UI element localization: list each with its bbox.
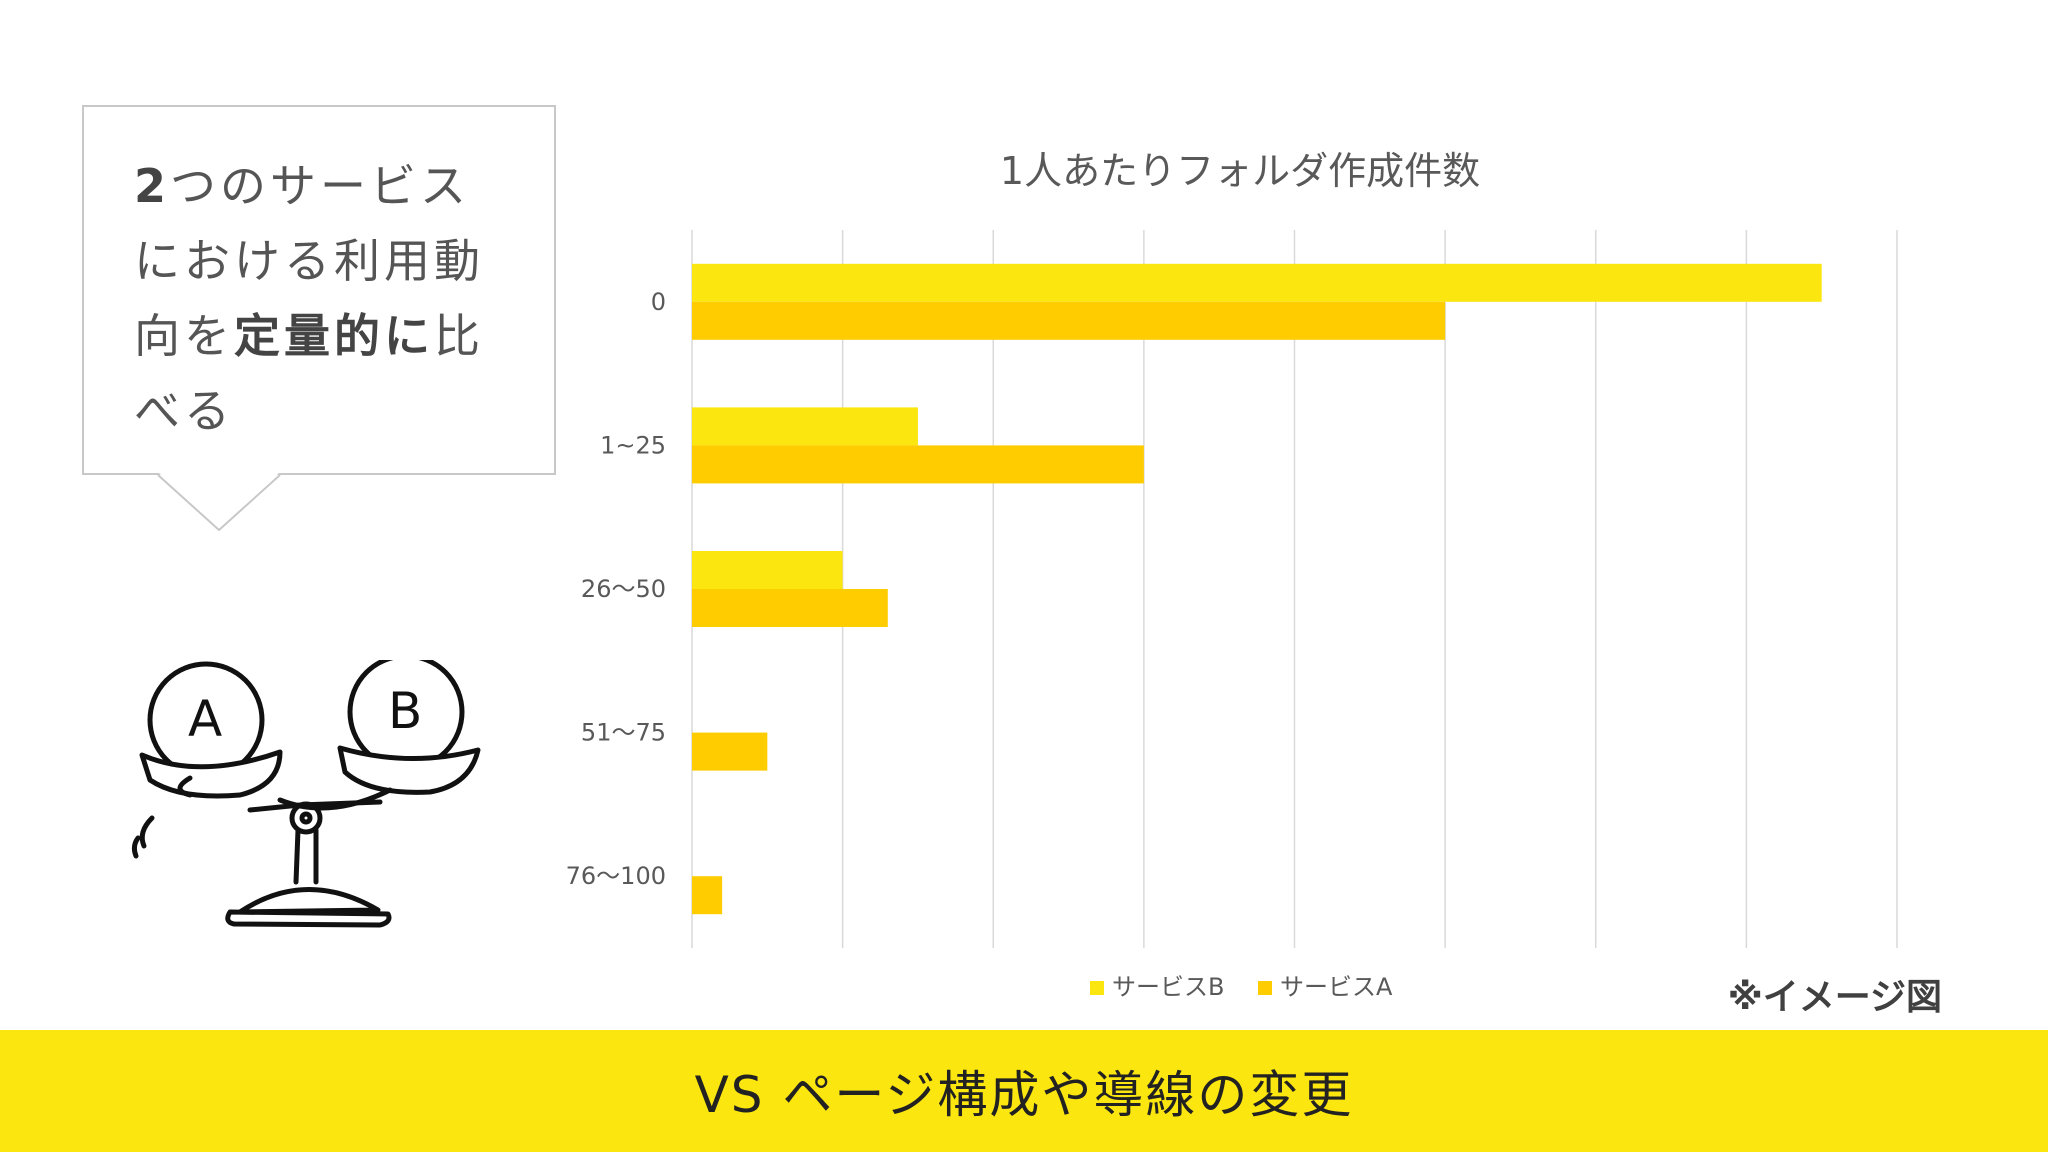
- callout-line3-bold: 定量的に: [234, 309, 434, 363]
- callout-text: 2つのサービス における利用動 向を定量的に比 べる: [134, 149, 518, 449]
- footer-text: VS ページ構成や導線の変更: [694, 1066, 1354, 1124]
- image-note: ※イメージ図: [1727, 977, 1942, 1018]
- chart-title: 1人あたりフォルダ作成件数: [999, 149, 1481, 193]
- callout-line3-a: 向を: [134, 309, 234, 363]
- category-label-2: 26〜50: [581, 575, 666, 603]
- bar-a-4: [692, 876, 723, 915]
- scale-labels: A B: [130, 660, 490, 940]
- callout-line3-b: 比: [434, 309, 484, 363]
- bar-b-2: [692, 551, 843, 589]
- callout-line4: べる: [134, 384, 234, 438]
- category-label-0: 0: [651, 288, 666, 316]
- bar-a-1: [692, 445, 1144, 484]
- callout-box: 2つのサービス における利用動 向を定量的に比 べる: [82, 105, 556, 475]
- callout-line2: における利用動: [134, 234, 484, 288]
- category-label-3: 51〜75: [581, 719, 666, 747]
- balance-scale-icon: [131, 660, 481, 928]
- bar-a-3: [692, 732, 768, 771]
- legend-label-1: サービスA: [1280, 973, 1393, 1001]
- category-label-1: 1~25: [600, 431, 666, 459]
- bar-chart: 0 1~25 26〜50 51〜75 76〜100 サービスB サービスA: [566, 230, 1898, 1001]
- legend-swatch-1: [1258, 981, 1272, 995]
- bar-a-2: [692, 589, 888, 627]
- scale-right-label: B: [388, 682, 423, 740]
- callout-tail: [157, 472, 281, 532]
- footer-banner: VS ページ構成や導線の変更: [0, 1030, 2048, 1152]
- callout-line1: つのサービス: [170, 159, 471, 213]
- bar-b-0: [692, 263, 1822, 302]
- category-label-4: 76〜100: [566, 862, 666, 890]
- bar-b-1: [692, 407, 918, 446]
- callout-line1-lead: 2: [134, 159, 171, 213]
- legend-label-0: サービスB: [1112, 973, 1224, 1001]
- legend-swatch-0: [1090, 981, 1104, 995]
- bar-a-0: [692, 301, 1446, 340]
- scale-left-label: A: [188, 690, 223, 748]
